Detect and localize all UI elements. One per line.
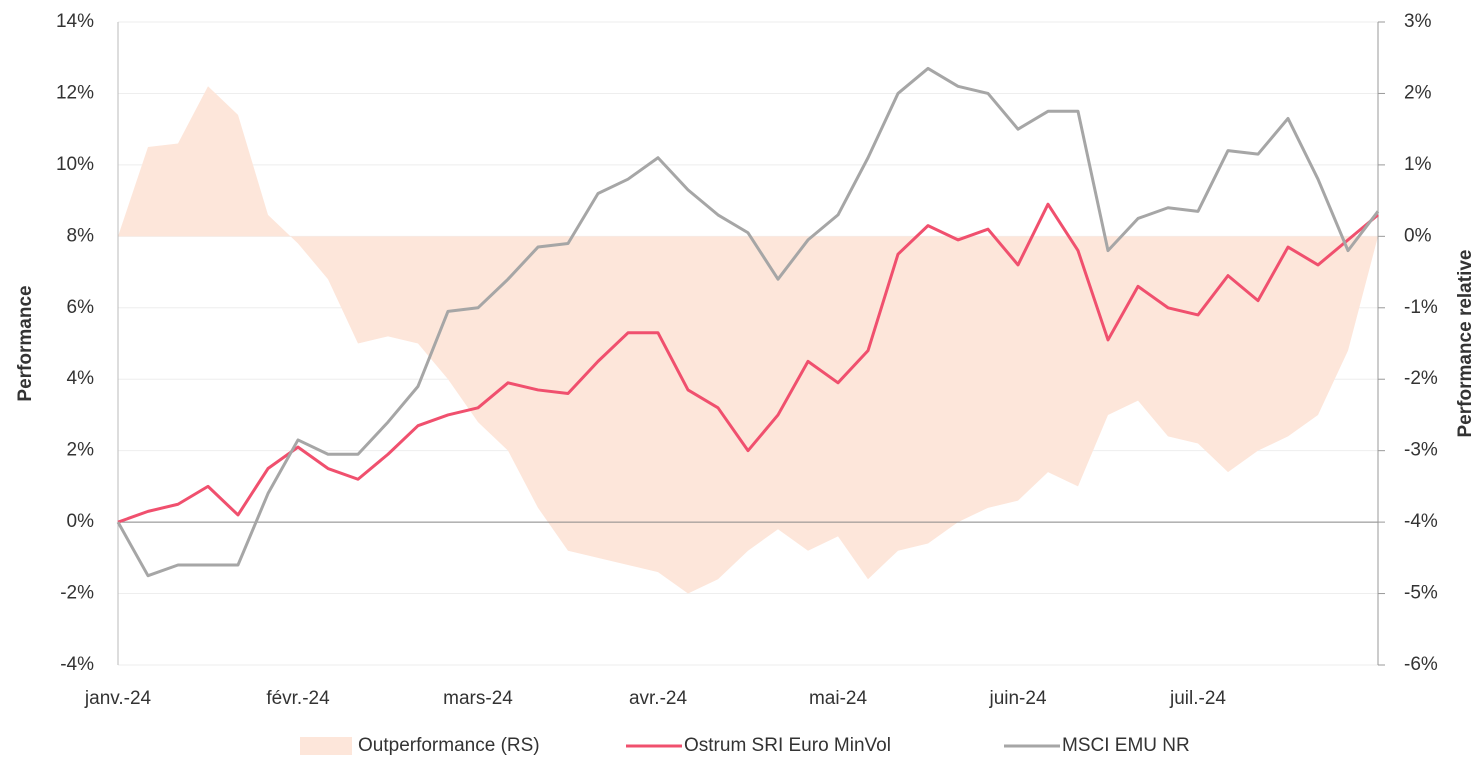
y2-tick-label: -5% [1404, 583, 1438, 604]
legend-label: MSCI EMU NR [1062, 735, 1190, 756]
y2-tick-label: -3% [1404, 440, 1438, 461]
x-tick-label: mai-24 [809, 688, 868, 709]
y-tick-label: 12% [56, 82, 94, 103]
x-tick-label: juin-24 [988, 688, 1046, 709]
y2-axis-title: Performance relative [1455, 250, 1476, 438]
x-tick-label: avr.-24 [629, 688, 688, 709]
y2-tick-label: -1% [1404, 297, 1438, 318]
legend-label: Ostrum SRI Euro MinVol [684, 735, 891, 756]
y-tick-label: 14% [56, 11, 94, 32]
y2-tick-label: -2% [1404, 368, 1438, 389]
y2-tick-label: 3% [1404, 11, 1432, 32]
y2-tick-label: 2% [1404, 82, 1432, 103]
y-tick-label: -2% [60, 583, 94, 604]
area [118, 86, 1378, 594]
y2-tick-label: -6% [1404, 654, 1438, 675]
line [117, 202, 1379, 524]
legend-swatch [300, 737, 352, 755]
y-tick-label: 10% [56, 154, 94, 175]
x-tick-label: mars-24 [443, 688, 513, 709]
y-tick-label: -4% [60, 654, 94, 675]
legend-label: Outperformance (RS) [358, 735, 540, 756]
x-tick-label: févr.-24 [266, 688, 330, 709]
y2-tick-label: 0% [1404, 225, 1432, 246]
x-tick-label: juil.-24 [1169, 688, 1226, 709]
x-tick-label: janv.-24 [84, 688, 152, 709]
y-tick-label: 4% [67, 368, 95, 389]
y-tick-label: 0% [67, 511, 95, 532]
y2-tick-label: 1% [1404, 154, 1432, 175]
line [116, 66, 1380, 578]
y-tick-label: 8% [67, 225, 95, 246]
y-tick-label: 6% [67, 297, 95, 318]
y2-tick-label: -4% [1404, 511, 1438, 532]
y-axis-title: Performance [15, 285, 36, 401]
y-tick-label: 2% [67, 440, 95, 461]
